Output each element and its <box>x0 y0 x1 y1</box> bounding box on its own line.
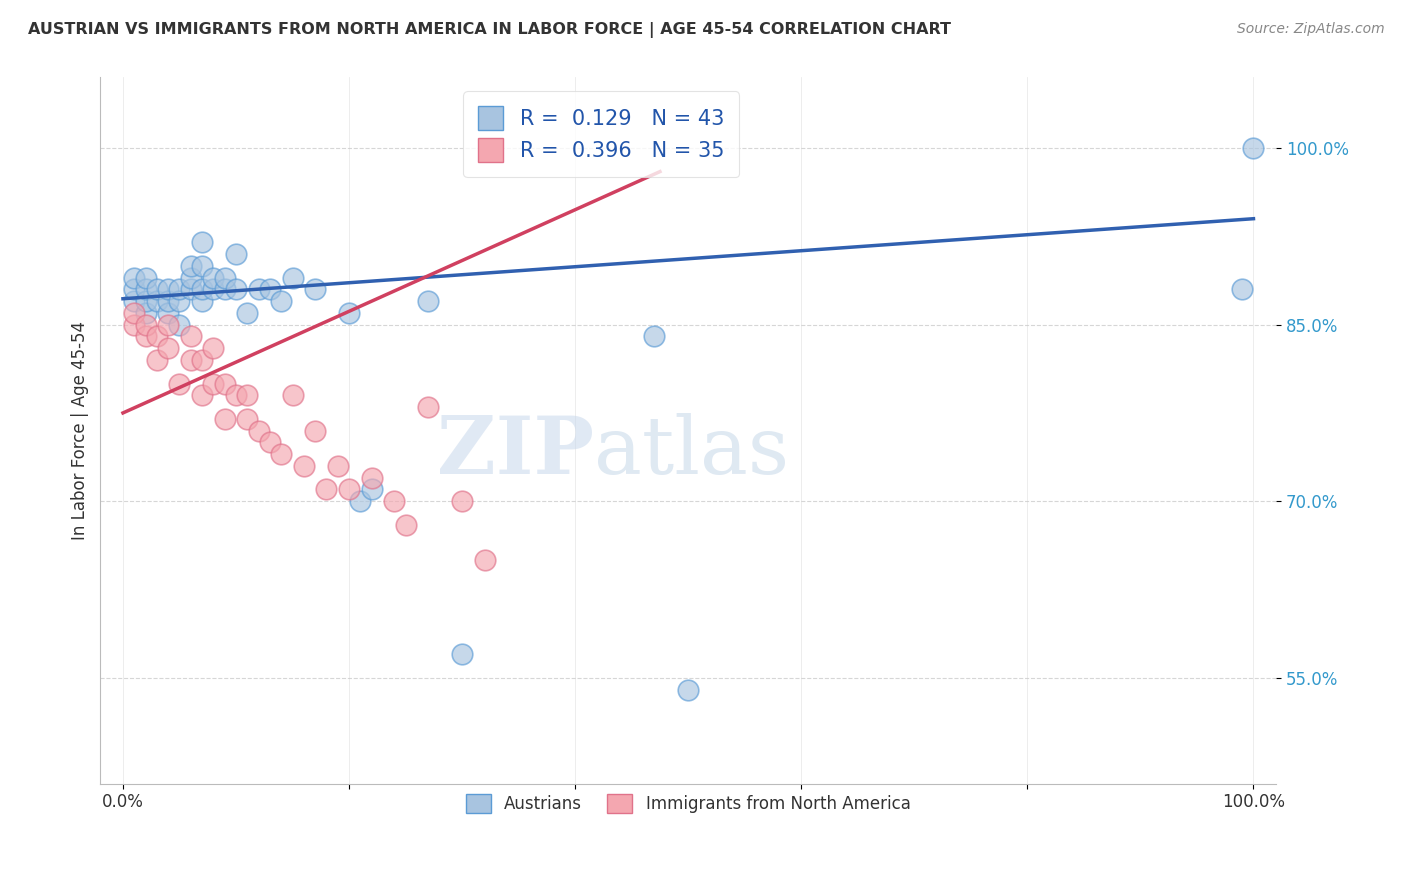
Point <box>337 483 360 497</box>
Point <box>157 318 180 332</box>
Point <box>214 270 236 285</box>
Point <box>382 494 405 508</box>
Point <box>191 294 214 309</box>
Point <box>191 235 214 250</box>
Point <box>225 247 247 261</box>
Point <box>180 259 202 273</box>
Point <box>292 458 315 473</box>
Point <box>214 282 236 296</box>
Point <box>247 424 270 438</box>
Point <box>236 306 259 320</box>
Point <box>304 424 326 438</box>
Point <box>157 294 180 309</box>
Point <box>122 318 145 332</box>
Point <box>676 682 699 697</box>
Point <box>270 447 292 461</box>
Point <box>259 435 281 450</box>
Point <box>146 282 169 296</box>
Point <box>180 353 202 368</box>
Point <box>270 294 292 309</box>
Y-axis label: In Labor Force | Age 45-54: In Labor Force | Age 45-54 <box>72 321 89 540</box>
Point <box>214 376 236 391</box>
Point <box>236 412 259 426</box>
Point <box>349 494 371 508</box>
Point <box>146 329 169 343</box>
Point <box>281 270 304 285</box>
Point <box>122 294 145 309</box>
Text: Source: ZipAtlas.com: Source: ZipAtlas.com <box>1237 22 1385 37</box>
Point <box>135 329 157 343</box>
Point <box>337 306 360 320</box>
Point <box>169 282 191 296</box>
Point <box>360 483 382 497</box>
Point <box>451 647 474 661</box>
Legend: Austrians, Immigrants from North America: Austrians, Immigrants from North America <box>454 782 922 825</box>
Point <box>180 329 202 343</box>
Point <box>247 282 270 296</box>
Point <box>214 412 236 426</box>
Point <box>259 282 281 296</box>
Point <box>135 270 157 285</box>
Point <box>643 329 665 343</box>
Point <box>474 553 496 567</box>
Point <box>157 282 180 296</box>
Point <box>202 376 225 391</box>
Text: AUSTRIAN VS IMMIGRANTS FROM NORTH AMERICA IN LABOR FORCE | AGE 45-54 CORRELATION: AUSTRIAN VS IMMIGRANTS FROM NORTH AMERIC… <box>28 22 950 38</box>
Point <box>304 282 326 296</box>
Point <box>191 282 214 296</box>
Point <box>191 259 214 273</box>
Point <box>169 318 191 332</box>
Text: atlas: atlas <box>595 413 789 491</box>
Point <box>122 306 145 320</box>
Point <box>191 353 214 368</box>
Text: ZIP: ZIP <box>437 413 595 491</box>
Point <box>394 517 416 532</box>
Point <box>122 270 145 285</box>
Point <box>202 270 225 285</box>
Point <box>202 341 225 355</box>
Point <box>360 471 382 485</box>
Point <box>169 294 191 309</box>
Point <box>157 341 180 355</box>
Point <box>146 294 169 309</box>
Point <box>326 458 349 473</box>
Point <box>236 388 259 402</box>
Point <box>191 388 214 402</box>
Point <box>202 282 225 296</box>
Point <box>315 483 337 497</box>
Point <box>418 294 440 309</box>
Point <box>451 494 474 508</box>
Point <box>418 400 440 414</box>
Point <box>135 282 157 296</box>
Point <box>122 282 145 296</box>
Point <box>135 306 157 320</box>
Point <box>157 306 180 320</box>
Point <box>169 376 191 391</box>
Point <box>225 282 247 296</box>
Point <box>281 388 304 402</box>
Point <box>1243 141 1265 155</box>
Point <box>135 318 157 332</box>
Point <box>1230 282 1253 296</box>
Point <box>225 388 247 402</box>
Point <box>135 294 157 309</box>
Point <box>146 353 169 368</box>
Point <box>180 282 202 296</box>
Point <box>180 270 202 285</box>
